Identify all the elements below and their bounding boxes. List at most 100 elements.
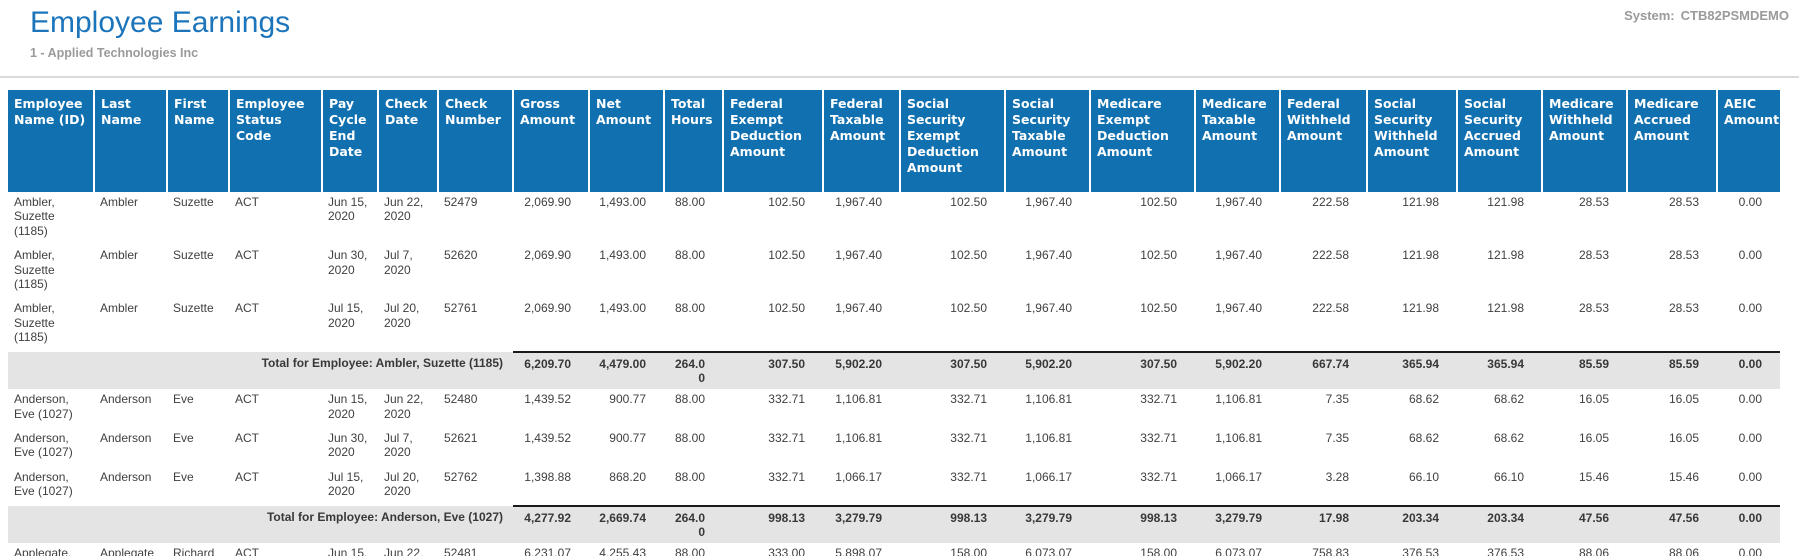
column-header: Medicare Taxable Amount	[1195, 90, 1281, 192]
table-cell: 102.50	[1140, 195, 1177, 209]
table-cell: 88.00	[674, 392, 705, 407]
page-title: Employee Earnings	[30, 6, 291, 39]
table-cell: 1,967.40	[1025, 301, 1072, 316]
table-cell: 1,493.00	[599, 248, 646, 263]
table-cell: 1,439.52	[524, 392, 571, 407]
table-cell: Anderson, Eve (1027)	[14, 431, 73, 460]
table-cell: 1,967.40	[1025, 195, 1072, 209]
employee-total-value: 4,277.92	[513, 504, 589, 544]
table-cell: 2,069.90	[524, 195, 571, 209]
earnings-table: Employee Name (ID) Last Name First Name Emp…	[8, 90, 1780, 556]
table-cell: 52480	[444, 392, 478, 407]
table-cell: 121.98	[1487, 248, 1524, 263]
table-cell: Jun 22, 2020	[384, 195, 424, 224]
table-cell: 88.00	[674, 431, 705, 446]
table-cell: 102.50	[768, 248, 805, 263]
table-cell: 0.00	[1738, 301, 1762, 316]
table-cell: 332.71	[1140, 469, 1177, 484]
table-cell: 1,967.40	[1215, 248, 1262, 263]
table-cell: Suzette	[173, 195, 214, 209]
table-cell: 1,967.40	[835, 195, 882, 209]
table-cell: Jun 15, 2020	[328, 392, 368, 421]
table-cell: ACT	[235, 469, 259, 484]
employee-total-value: 203.34	[1367, 504, 1457, 544]
table-cell: 66.10	[1408, 469, 1439, 484]
table-cell: 28.53	[1668, 195, 1699, 209]
table-row: Ambler, Suzette (1185) Ambler Suzette ACT Ju…	[8, 245, 1780, 298]
table-cell: 88.00	[674, 301, 705, 316]
table-cell: Ambler, Suzette (1185)	[14, 195, 55, 238]
table-cell: 1,967.40	[1215, 301, 1262, 316]
table-cell: 88.00	[674, 248, 705, 263]
employee-total-value: 2,669.74	[589, 504, 664, 544]
table-cell: Eve	[173, 392, 194, 407]
table-cell: 332.71	[950, 392, 987, 407]
employee-total-row: Total for Employee: Anderson, Eve (1027)…	[8, 504, 1780, 544]
employee-total-value: 998.13	[900, 504, 1005, 544]
table-cell: 52761	[444, 301, 478, 316]
table-cell: 333.00	[768, 546, 805, 556]
column-header: Social Security Accrued Amount	[1457, 90, 1543, 192]
table-cell: 16.05	[1668, 392, 1699, 407]
employee-total-value: 998.13	[1090, 504, 1195, 544]
column-header: Pay Cycle End Date	[322, 90, 379, 192]
table-cell: 6,073.07	[1215, 546, 1262, 556]
table-cell: 88.00	[674, 546, 705, 556]
table-cell: 16.05	[1578, 392, 1609, 407]
table-row: Anderson, Eve (1027) Anderson Eve ACT Jul 15…	[8, 467, 1780, 506]
employee-total-value: 5,902.20	[1195, 350, 1280, 390]
table-cell: Jul 20, 2020	[384, 301, 420, 330]
table-cell: 16.05	[1668, 431, 1699, 446]
table-cell: 66.10	[1493, 469, 1524, 484]
table-cell: Jul 15, 2020	[328, 469, 364, 499]
column-header: Check Number	[438, 90, 514, 192]
table-cell: ACT	[235, 195, 259, 209]
table-cell: 102.50	[1140, 301, 1177, 316]
table-cell: 121.98	[1402, 248, 1439, 263]
table-cell: 28.53	[1578, 195, 1609, 209]
table-cell: 1,967.40	[835, 248, 882, 263]
table-row: Anderson, Eve (1027) Anderson Eve ACT Jun 15…	[8, 389, 1780, 428]
table-cell: Applegate, Richard S (1046)	[14, 546, 72, 556]
table-cell: 88.00	[674, 469, 705, 484]
table-cell: 7.35	[1325, 392, 1349, 407]
column-header: First Name	[167, 90, 230, 192]
column-header: Social Security Exempt Deduction Amount	[900, 90, 1006, 192]
table-cell: 222.58	[1312, 248, 1349, 263]
table-cell: 900.77	[609, 431, 646, 446]
table-cell: 3.28	[1325, 469, 1349, 484]
table-cell: Ambler	[100, 301, 139, 316]
employee-total-value: 0.00	[1717, 504, 1780, 544]
employee-total-row: Total for Employee: Ambler, Suzette (118…	[8, 350, 1780, 390]
table-cell: 332.71	[1140, 392, 1177, 407]
employee-total-value: 365.94	[1367, 350, 1457, 390]
table-cell: 376.53	[1487, 546, 1524, 556]
table-cell: 158.00	[950, 546, 987, 556]
table-cell: Ambler	[100, 195, 139, 209]
table-cell: 1,106.81	[835, 392, 882, 407]
table-cell: 102.50	[950, 195, 987, 209]
table-cell: 1,967.40	[1215, 195, 1262, 209]
table-cell: 332.71	[768, 392, 805, 407]
table-cell: 332.71	[950, 469, 987, 484]
table-cell: 222.58	[1312, 195, 1349, 209]
table-cell: 1,106.81	[1025, 392, 1072, 407]
employee-total-value: 264.00	[664, 350, 723, 390]
table-header: Employee Name (ID) Last Name First Name Emp…	[8, 90, 1780, 192]
table-cell: 121.98	[1487, 195, 1524, 209]
column-header: Employee Status Code	[229, 90, 323, 192]
table-cell: 28.53	[1668, 248, 1699, 263]
table-cell: 102.50	[950, 301, 987, 316]
table-cell: Jun 22, 2020	[384, 546, 424, 556]
table-cell: 0.00	[1738, 469, 1762, 484]
table-cell: 102.50	[768, 301, 805, 316]
table-cell: ACT	[235, 431, 259, 446]
table-cell: 7.35	[1325, 431, 1349, 446]
employee-total-value: 667.74	[1280, 350, 1367, 390]
table-cell: 332.71	[768, 431, 805, 446]
table-cell: ACT	[235, 546, 259, 556]
table-cell: 52479	[444, 195, 478, 209]
employee-total-value: 6,209.70	[513, 350, 589, 390]
table-cell: 1,439.52	[524, 431, 571, 446]
table-cell: 1,106.81	[1025, 431, 1072, 446]
